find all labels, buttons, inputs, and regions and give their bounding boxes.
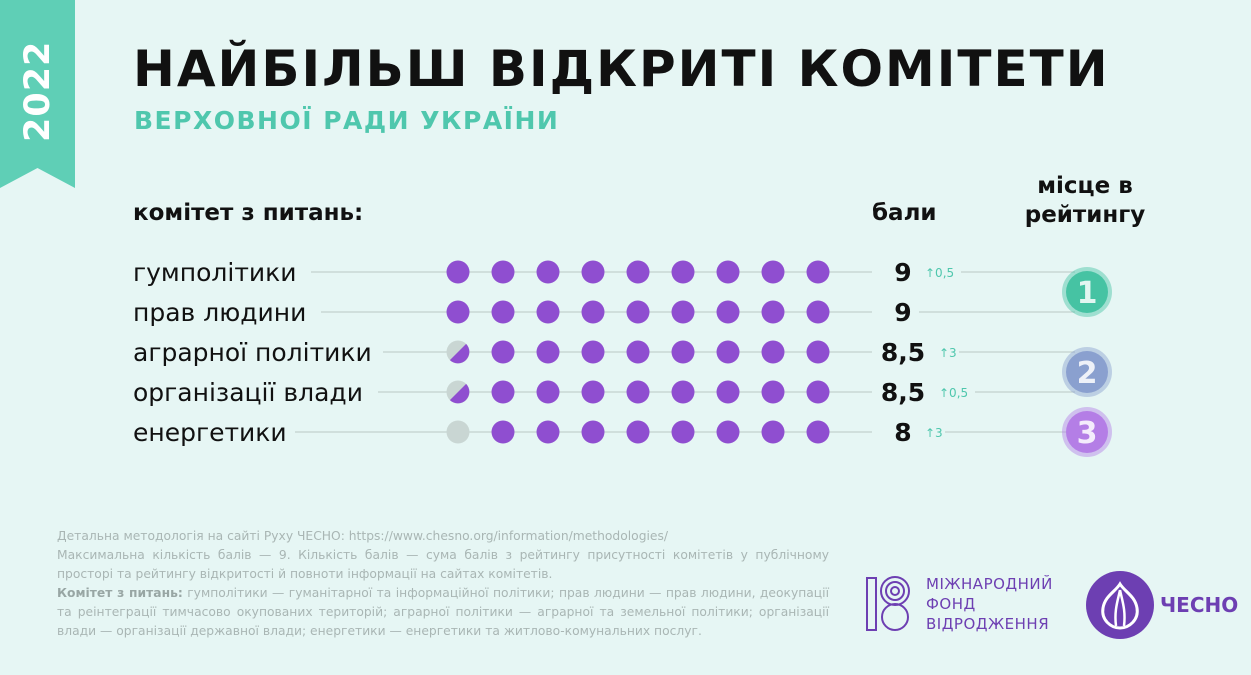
- score-change-label: ↑0,5: [925, 266, 954, 280]
- rank-badge-label: 3: [1077, 416, 1098, 451]
- score-dot-half: [449, 343, 470, 364]
- category-label: енергетики: [133, 418, 287, 447]
- score-dot: [716, 300, 740, 324]
- score-value-label: 8,5: [881, 378, 925, 407]
- score-dot: [716, 340, 740, 364]
- score-dot: [581, 340, 605, 364]
- chesno-logo-text: ЧЕСНО: [1160, 593, 1239, 617]
- score-dot: [491, 340, 515, 364]
- score-dot: [491, 380, 515, 404]
- score-dot: [581, 300, 605, 324]
- score-dot: [581, 260, 605, 284]
- score-dot: [491, 420, 515, 444]
- committee-column-header: комітет з питань:: [133, 200, 364, 226]
- page-subtitle: ВЕРХОВНОЇ РАДИ УКРАЇНИ: [134, 106, 560, 135]
- category-label: організації влади: [133, 378, 363, 407]
- rank-badge: [1066, 271, 1108, 313]
- rank-badge-label: 1: [1077, 276, 1098, 311]
- score-dot: [806, 300, 830, 324]
- score-dot: [446, 300, 470, 324]
- footer-scoring: Максимальна кількість балів — 9. Кількіс…: [57, 548, 829, 581]
- rank-badge-label: 2: [1077, 356, 1098, 391]
- score-column-header: бали: [872, 200, 937, 226]
- score-dot: [671, 420, 695, 444]
- score-dot: [761, 260, 785, 284]
- year-tab: [0, 0, 75, 188]
- score-dot: [761, 300, 785, 324]
- score-dot: [536, 420, 560, 444]
- rank-column-header: місце в рейтингу: [1024, 173, 1146, 228]
- score-dot: [491, 300, 515, 324]
- ifd-logo-line: МІЖНАРОДНИЙ: [926, 575, 1053, 593]
- score-dot: [626, 420, 650, 444]
- score-dot-half: [449, 383, 470, 404]
- score-dot: [761, 380, 785, 404]
- ifd-logo-line: ВІДРОДЖЕННЯ: [926, 615, 1050, 633]
- score-change-label: ↑3: [925, 426, 943, 440]
- score-dot: [446, 260, 470, 284]
- footer-legend-text: гумполітики — гуманітарної та інформацій…: [57, 586, 829, 638]
- ifd-logo-line: ФОНД: [926, 595, 976, 613]
- score-dot: [716, 420, 740, 444]
- page-title: НАЙБІЛЬШ ВІДКРИТІ КОМІТЕТИ: [133, 40, 1110, 98]
- score-dot: [626, 340, 650, 364]
- score-dot: [536, 300, 560, 324]
- score-dot: [626, 300, 650, 324]
- rank-badge: [1066, 411, 1108, 453]
- score-dot: [491, 260, 515, 284]
- score-dot: [716, 380, 740, 404]
- score-change-label: ↑0,5: [939, 386, 968, 400]
- score-value-label: 8: [894, 418, 911, 447]
- category-label: прав людини: [133, 298, 306, 327]
- score-change-label: ↑3: [939, 346, 957, 360]
- footer-legend: Комітет з питань: гумполітики — гуманіта…: [57, 584, 829, 641]
- score-dot-empty: [446, 420, 470, 444]
- score-dot: [761, 420, 785, 444]
- score-dot: [806, 420, 830, 444]
- score-dot: [806, 260, 830, 284]
- score-dot: [536, 260, 560, 284]
- score-value-label: 9: [894, 258, 911, 287]
- score-dot: [806, 340, 830, 364]
- score-dot: [761, 340, 785, 364]
- chesno-logo-icon: [1086, 571, 1154, 639]
- footer-notes: Детальна методологія на сайті Руху ЧЕСНО…: [57, 527, 829, 641]
- footer-methodology: Детальна методологія на сайті Руху ЧЕСНО…: [57, 529, 669, 543]
- category-label: гумполітики: [133, 258, 297, 287]
- score-dot: [716, 260, 740, 284]
- ifd-logo-text: МІЖНАРОДНИЙ ФОНД ВІДРОДЖЕННЯ: [926, 574, 1053, 634]
- score-dot: [581, 420, 605, 444]
- score-dot: [536, 340, 560, 364]
- score-dot: [671, 340, 695, 364]
- score-dot: [536, 380, 560, 404]
- score-dot: [671, 260, 695, 284]
- footer-legend-label: Комітет з питань:: [57, 586, 183, 600]
- score-value-label: 9: [894, 298, 911, 327]
- score-dot: [806, 380, 830, 404]
- score-dot: [581, 380, 605, 404]
- score-dot: [626, 260, 650, 284]
- score-dot: [671, 300, 695, 324]
- rank-badge: [1066, 351, 1108, 393]
- score-dot: [671, 380, 695, 404]
- category-label: аграрної політики: [133, 338, 372, 367]
- score-dot: [626, 380, 650, 404]
- score-value-label: 8,5: [881, 338, 925, 367]
- ifd-logo-icon: [866, 576, 910, 631]
